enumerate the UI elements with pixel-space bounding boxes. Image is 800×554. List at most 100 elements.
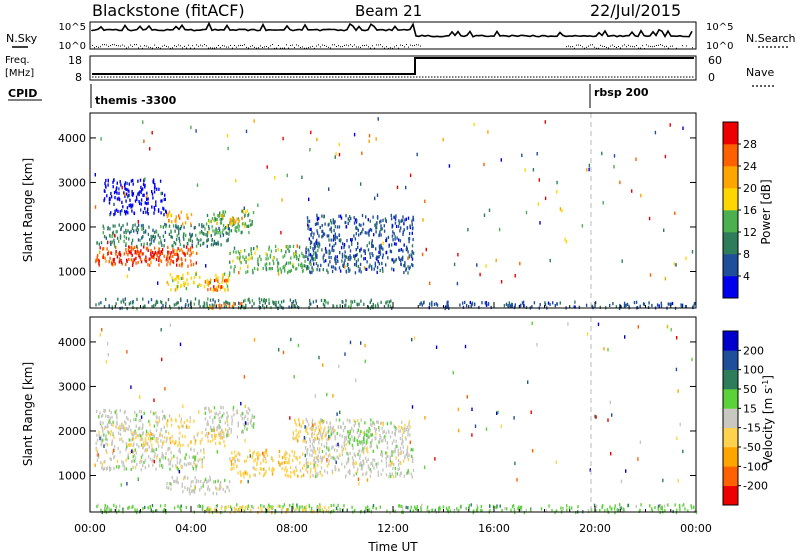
scatter-mark bbox=[128, 193, 130, 197]
scatter-mark bbox=[404, 454, 406, 458]
scatter-mark bbox=[197, 431, 199, 435]
scatter-mark bbox=[253, 247, 255, 251]
nsearch-dot bbox=[182, 47, 183, 49]
scatter-mark bbox=[167, 486, 170, 490]
scatter-mark bbox=[544, 120, 546, 124]
scatter-mark bbox=[125, 236, 128, 240]
nsearch-dot bbox=[644, 48, 645, 49]
scatter-mark bbox=[235, 250, 237, 254]
scatter-mark bbox=[654, 130, 657, 135]
scatter-mark bbox=[371, 244, 373, 248]
scatter-mark bbox=[595, 509, 597, 513]
scatter-mark bbox=[149, 238, 151, 242]
scatter-mark bbox=[359, 453, 361, 457]
scatter-mark bbox=[214, 441, 217, 445]
scatter-mark bbox=[139, 251, 141, 255]
scatter-mark bbox=[140, 459, 142, 463]
scatter-mark bbox=[364, 231, 366, 235]
scatter-mark bbox=[366, 267, 368, 271]
scatter-mark bbox=[215, 217, 217, 221]
scatter-mark bbox=[196, 237, 198, 241]
scatter-mark bbox=[100, 414, 103, 418]
scatter-mark bbox=[375, 230, 377, 234]
scatter-mark bbox=[321, 508, 324, 512]
scatter-mark bbox=[381, 261, 383, 266]
scatter-mark bbox=[100, 424, 103, 428]
scatter-mark bbox=[341, 242, 344, 246]
scatter-mark bbox=[119, 250, 121, 254]
scatter-mark bbox=[125, 231, 127, 235]
scatter-mark bbox=[175, 217, 177, 221]
scatter-mark bbox=[326, 464, 329, 468]
scatter-mark bbox=[144, 206, 146, 211]
scatter-mark bbox=[389, 511, 391, 515]
scatter-mark bbox=[204, 411, 206, 415]
freq-tick-high: 18 bbox=[68, 54, 82, 67]
scatter-mark bbox=[125, 212, 127, 216]
scatter-mark bbox=[393, 232, 395, 236]
scatter-mark bbox=[223, 439, 225, 444]
scatter-mark bbox=[341, 434, 343, 438]
scatter-mark bbox=[635, 504, 637, 508]
scatter-mark bbox=[198, 504, 200, 508]
nsearch-dot bbox=[374, 47, 375, 49]
scatter-mark bbox=[277, 261, 279, 265]
scatter-mark bbox=[209, 475, 211, 479]
scatter-mark bbox=[236, 411, 239, 415]
scatter-mark bbox=[369, 445, 371, 449]
scatter-mark bbox=[327, 263, 330, 267]
scatter-mark bbox=[139, 438, 141, 442]
scatter-mark bbox=[410, 472, 412, 476]
scatter-mark bbox=[149, 429, 152, 433]
scatter-mark bbox=[386, 422, 389, 426]
scatter-mark bbox=[305, 505, 307, 509]
scatter-mark bbox=[229, 271, 231, 275]
scatter-mark bbox=[102, 429, 104, 433]
scatter-mark bbox=[183, 237, 185, 241]
scatter-mark bbox=[367, 218, 369, 222]
scatter-mark bbox=[126, 274, 129, 278]
scatter-mark bbox=[407, 256, 409, 260]
scatter-mark bbox=[361, 449, 363, 453]
scatter-mark bbox=[141, 443, 143, 447]
scatter-mark bbox=[294, 299, 297, 303]
scatter-mark bbox=[474, 424, 477, 428]
scatter-mark bbox=[373, 422, 375, 426]
scatter-mark bbox=[360, 247, 362, 251]
scatter-mark bbox=[381, 421, 383, 425]
scatter-mark bbox=[149, 243, 151, 247]
scatter-mark bbox=[411, 219, 413, 223]
scatter-mark bbox=[456, 507, 458, 511]
power-colorbar-label: Power [dB] bbox=[759, 179, 773, 244]
scatter-mark bbox=[221, 275, 224, 279]
scatter-mark bbox=[112, 420, 114, 424]
scatter-mark bbox=[148, 437, 150, 441]
scatter-mark bbox=[174, 229, 176, 233]
scatter-mark bbox=[221, 217, 223, 221]
scatter-mark bbox=[268, 504, 271, 509]
scatter-mark bbox=[392, 475, 395, 479]
scatter-mark bbox=[201, 437, 203, 441]
scatter-mark bbox=[134, 245, 136, 249]
scatter-mark bbox=[488, 208, 491, 212]
scatter-mark bbox=[170, 288, 172, 292]
scatter-mark bbox=[305, 468, 307, 472]
scatter-mark bbox=[377, 462, 379, 466]
scatter-mark bbox=[215, 288, 217, 292]
scatter-mark bbox=[144, 305, 146, 309]
scatter-mark bbox=[292, 265, 295, 269]
scatter-mark bbox=[135, 418, 137, 422]
scatter-mark bbox=[210, 234, 212, 238]
scatter-mark bbox=[307, 265, 309, 269]
scatter-mark bbox=[161, 357, 163, 362]
scatter-mark bbox=[161, 445, 163, 449]
scatter-mark bbox=[674, 503, 676, 507]
scatter-mark bbox=[487, 302, 490, 306]
nsearch-dot bbox=[150, 47, 151, 49]
nsearch-dot bbox=[638, 47, 639, 49]
scatter-mark bbox=[95, 441, 97, 445]
scatter-mark bbox=[256, 463, 258, 467]
scatter-mark bbox=[402, 459, 405, 463]
scatter-mark bbox=[189, 246, 192, 250]
scatter-mark bbox=[299, 461, 301, 465]
